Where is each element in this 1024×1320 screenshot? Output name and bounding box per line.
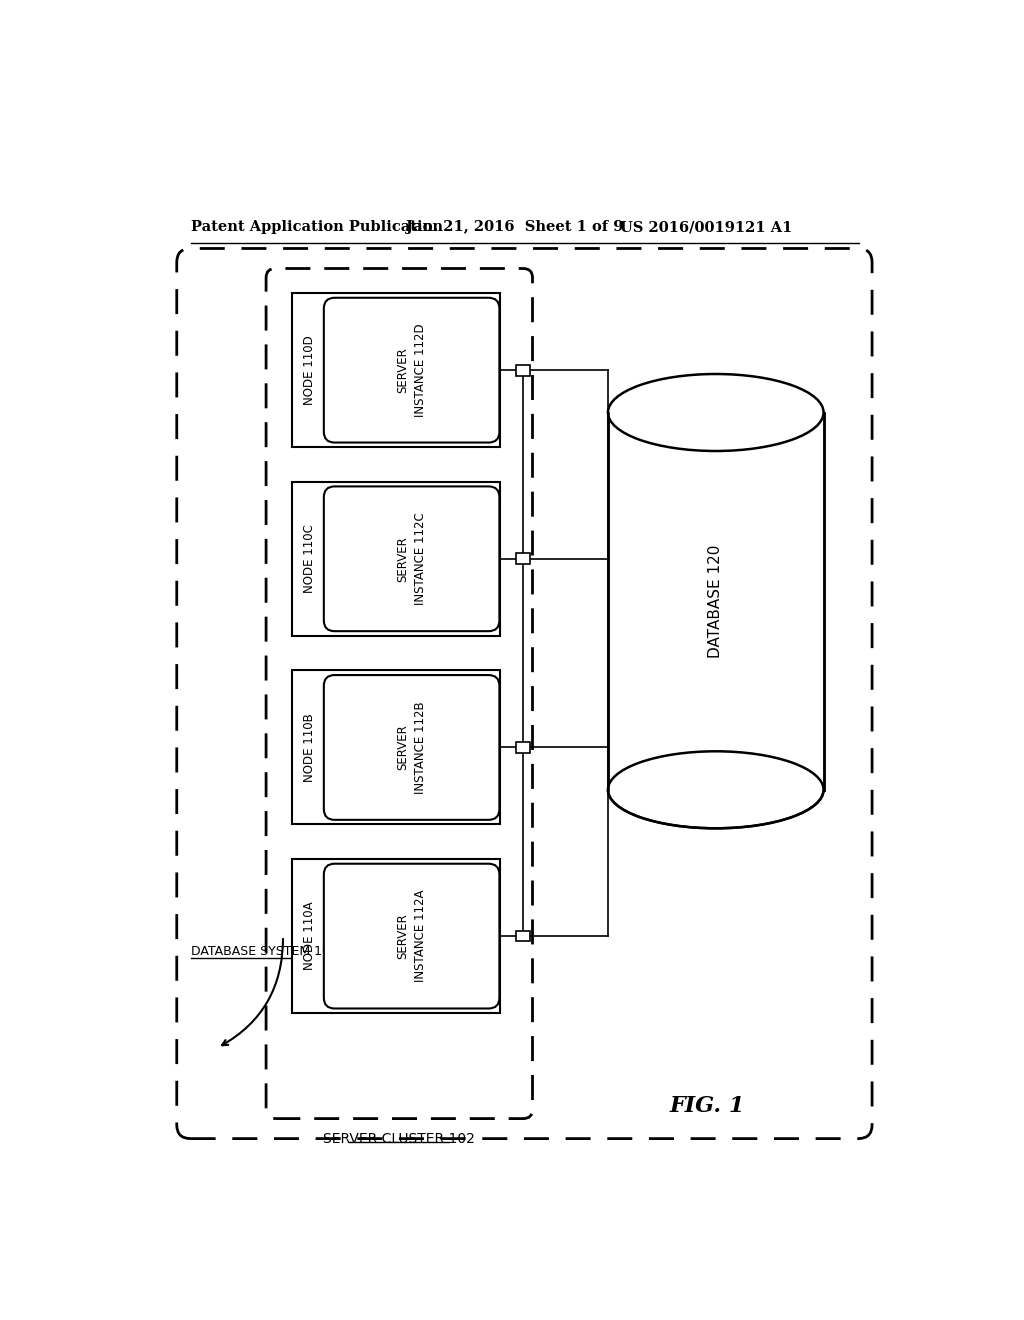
FancyBboxPatch shape	[292, 482, 500, 636]
FancyBboxPatch shape	[292, 671, 500, 825]
Text: FIG. 1: FIG. 1	[670, 1094, 744, 1117]
Text: SERVER
INSTANCE 112D: SERVER INSTANCE 112D	[396, 323, 427, 417]
Text: SERVER
INSTANCE 112B: SERVER INSTANCE 112B	[396, 701, 427, 793]
Text: NODE 110C: NODE 110C	[303, 524, 315, 593]
Text: NODE 110A: NODE 110A	[303, 902, 315, 970]
Text: SERVER
INSTANCE 112C: SERVER INSTANCE 112C	[396, 512, 427, 605]
Bar	[608, 413, 823, 789]
Bar	[516, 742, 530, 752]
Ellipse shape	[608, 751, 823, 829]
Text: SERVER CLUSTER 102: SERVER CLUSTER 102	[324, 1133, 475, 1147]
Text: Jan. 21, 2016  Sheet 1 of 9: Jan. 21, 2016 Sheet 1 of 9	[407, 220, 624, 234]
Text: US 2016/0019121 A1: US 2016/0019121 A1	[620, 220, 792, 234]
Bar	[516, 931, 530, 941]
FancyBboxPatch shape	[292, 293, 500, 447]
FancyBboxPatch shape	[292, 859, 500, 1014]
Text: DATABASE SYSTEM 100: DATABASE SYSTEM 100	[190, 945, 338, 958]
Text: DATABASE 120: DATABASE 120	[709, 544, 723, 657]
FancyBboxPatch shape	[324, 863, 500, 1008]
FancyBboxPatch shape	[324, 298, 500, 442]
Bar	[516, 364, 530, 376]
FancyBboxPatch shape	[324, 675, 500, 820]
Bar	[516, 553, 530, 564]
Text: NODE 110D: NODE 110D	[303, 335, 315, 405]
Text: SERVER
INSTANCE 112A: SERVER INSTANCE 112A	[396, 890, 427, 982]
Text: Patent Application Publication: Patent Application Publication	[190, 220, 442, 234]
Ellipse shape	[608, 374, 823, 451]
FancyBboxPatch shape	[324, 487, 500, 631]
Text: NODE 110B: NODE 110B	[303, 713, 315, 781]
